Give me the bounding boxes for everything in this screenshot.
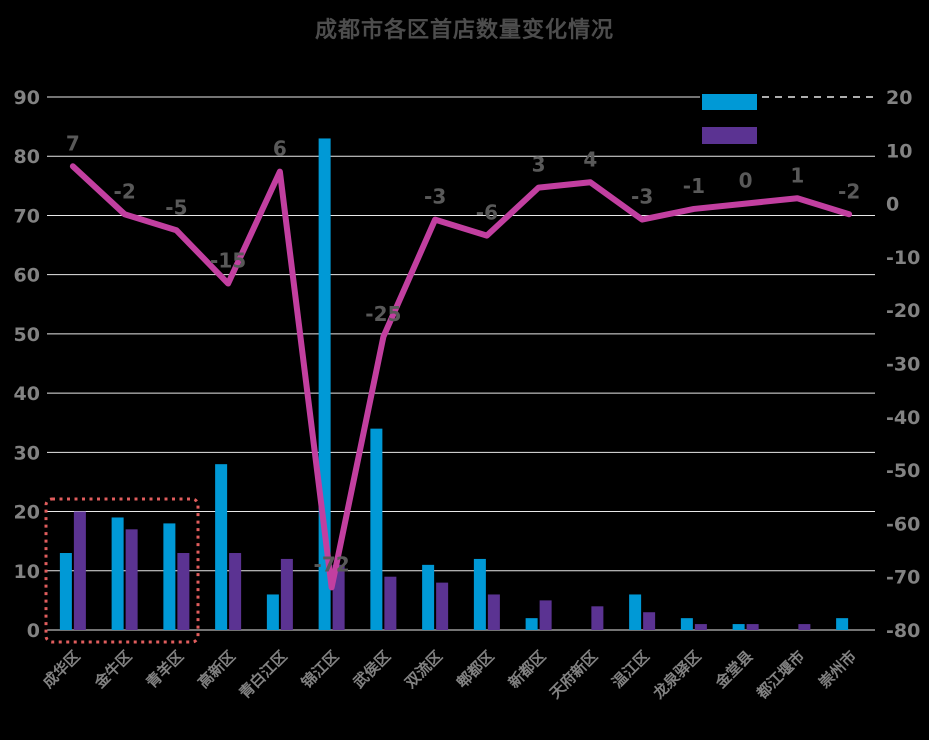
y-axis-left-label: 80 (14, 146, 40, 168)
trend-line (69, 163, 853, 591)
x-axis-label: 青羊区 (143, 647, 188, 692)
line-value-label: -2 (114, 179, 136, 203)
x-axis-label: 青白江区 (236, 647, 291, 702)
blue-bar (370, 428, 383, 630)
x-axis-label: 天府新区 (546, 647, 601, 702)
y-axis-left-label: 0 (27, 620, 40, 642)
y-axis-right-label: 0 (886, 194, 899, 216)
line-value-label: -6 (476, 201, 498, 225)
y-axis-left-label: 50 (14, 324, 40, 346)
y-axis-left-label: 70 (14, 205, 40, 227)
blue-bar (680, 618, 693, 630)
line-value-label: 6 (273, 137, 287, 161)
line-value-label: 1 (790, 163, 804, 187)
blue-bar (59, 553, 72, 630)
blue-bar (836, 618, 849, 630)
line-value-label: 3 (532, 153, 546, 177)
purple-bar (591, 606, 604, 630)
purple-bar (280, 558, 293, 630)
purple-bar (177, 553, 190, 630)
purple-bar (436, 582, 449, 630)
line-value-label: 0 (739, 169, 753, 193)
line-value-label: -5 (165, 195, 187, 219)
blue-bar-series (59, 138, 849, 630)
purple-bar (539, 600, 552, 630)
x-axis-label: 成华区 (39, 647, 84, 692)
y-axis-right-label: -40 (886, 407, 920, 429)
y-axis-right-label: -30 (886, 354, 920, 376)
x-axis-label: 金牛区 (90, 647, 135, 692)
purple-bar (798, 624, 811, 630)
x-axis-label: 金堂县 (711, 647, 756, 692)
y-axis-left-label: 10 (14, 561, 40, 583)
highlight-box (44, 497, 200, 644)
x-axis-label: 新都区 (505, 647, 550, 692)
y-axis-left-label: 20 (14, 502, 40, 524)
legend-swatch-purple (702, 127, 757, 144)
blue-bar (422, 564, 435, 630)
x-axis-label: 都江堰市 (752, 647, 808, 703)
x-axis-label: 武侯区 (350, 647, 395, 692)
purple-bar (694, 624, 707, 630)
line-value-label: -2 (838, 179, 860, 203)
chart-title: 成都市各区首店数量变化情况 (314, 18, 614, 43)
y-axis-right-label: -80 (886, 620, 920, 642)
blue-bar (163, 523, 176, 630)
line-value-label: -72 (314, 552, 350, 576)
x-axis-label: 崇州市 (815, 647, 860, 692)
x-axis-label: 郫都区 (453, 647, 498, 692)
x-axis-label: 双流区 (401, 647, 446, 692)
y-axis-left: 90 80 70 60 50 40 30 20 10 0 (14, 87, 40, 642)
blue-bar (732, 624, 745, 630)
purple-bar (229, 553, 242, 630)
y-axis-right-label: -20 (886, 300, 920, 322)
y-axis-right-label: 10 (886, 140, 912, 162)
blue-bar (266, 594, 279, 630)
line-value-label: -3 (631, 185, 653, 209)
purple-bar (384, 576, 397, 630)
x-axis-label: 锦江区 (298, 647, 343, 692)
y-axis-right-label: -70 (886, 567, 920, 589)
y-axis-left-label: 60 (14, 265, 40, 287)
y-axis-left-label: 40 (14, 383, 40, 405)
purple-bar (487, 594, 500, 630)
y-axis-left-label: 90 (14, 87, 40, 109)
line-value-label: -25 (365, 302, 401, 326)
y-axis-right-label: 20 (886, 87, 912, 109)
line-value-labels: 7 -2 -5 -15 6 -72 -25 -3 -6 3 4 -3 -1 0 1 -2 (66, 131, 860, 576)
blue-bar (525, 618, 538, 630)
y-axis-right-label: -50 (886, 460, 920, 482)
line-value-label: 7 (66, 131, 80, 155)
line-value-label: -1 (683, 174, 705, 198)
blue-bar (215, 464, 228, 630)
blue-bar (629, 594, 642, 630)
y-axis-right: 20 10 0 -10 -20 -30 -40 -50 -60 -70 -80 (886, 87, 920, 642)
line-value-label: -3 (424, 185, 446, 209)
purple-bar (746, 624, 759, 630)
x-axis-label: 龙泉驿区 (649, 647, 705, 703)
y-axis-right-label: -60 (886, 513, 920, 535)
y-axis-right-label: -10 (886, 247, 920, 269)
legend-swatch-blue (702, 94, 757, 110)
line-value-label: -15 (210, 249, 246, 273)
x-axis-label: 高新区 (194, 647, 239, 692)
blue-bar (473, 558, 486, 630)
line-value-label: 4 (583, 147, 597, 171)
blue-bar (111, 517, 124, 630)
legend (702, 94, 757, 144)
purple-bar (643, 612, 656, 630)
y-axis-left-label: 30 (14, 442, 40, 464)
purple-bar (73, 511, 86, 630)
x-axis-label: 温江区 (608, 647, 653, 692)
purple-bar (125, 529, 138, 630)
